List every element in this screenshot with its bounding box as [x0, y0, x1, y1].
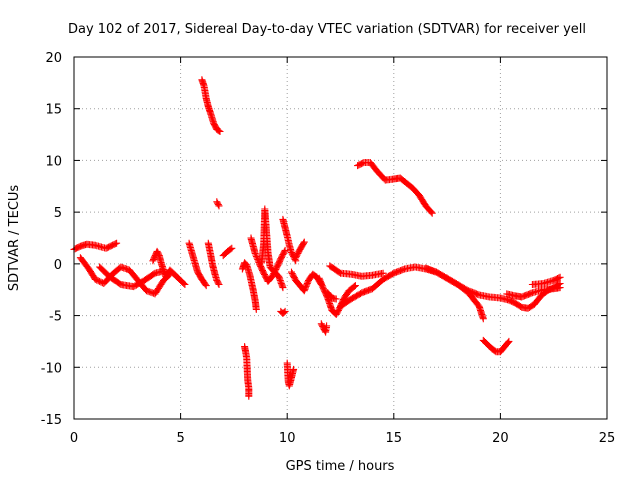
data-point [215, 281, 223, 288]
data-point [301, 285, 309, 293]
data-points [70, 76, 564, 400]
x-tick-label: 15 [386, 431, 403, 446]
data-point [303, 281, 311, 289]
data-point [214, 201, 222, 209]
data-point [316, 277, 324, 285]
data-point [252, 251, 260, 259]
data-point [302, 282, 310, 290]
y-tick-label: -5 [49, 310, 62, 325]
data-point [113, 239, 121, 247]
axis-ticks [73, 56, 608, 420]
data-point [281, 307, 289, 315]
data-point [276, 275, 284, 283]
data-point [556, 284, 564, 292]
data-point [556, 273, 564, 281]
plot-frame [73, 56, 608, 420]
data-point [318, 282, 326, 290]
data-point [302, 284, 309, 292]
data-point [227, 245, 235, 253]
data-point [379, 269, 387, 277]
chart-title: Day 102 of 2017, Sidereal Day-to-day VTE… [68, 22, 586, 37]
data-point [281, 246, 289, 254]
data-point [91, 275, 99, 283]
data-point [300, 239, 307, 247]
data-point [214, 279, 222, 287]
data-point [280, 248, 288, 256]
data-point [479, 315, 487, 323]
data-point [93, 276, 101, 284]
data-point [504, 339, 512, 346]
data-point [317, 279, 325, 287]
x-tick-label: 0 [70, 431, 78, 446]
x-tick-labels: 0 5 10 15 20 25 [70, 431, 615, 446]
data-point [215, 202, 223, 210]
y-tick-label: -10 [41, 361, 62, 376]
data-point [252, 253, 260, 260]
y-tick-label: 15 [45, 103, 62, 118]
data-point [201, 280, 209, 288]
x-tick-label: 20 [492, 431, 509, 446]
data-point [359, 159, 367, 167]
data-point [291, 255, 299, 263]
data-point [351, 282, 359, 290]
data-point [228, 244, 236, 252]
data-point [181, 281, 189, 288]
y-tick-label: 20 [45, 51, 62, 66]
y-tick-label: 5 [54, 206, 62, 221]
data-point [202, 282, 210, 290]
data-point [318, 280, 326, 288]
data-point [555, 274, 563, 282]
data-point [315, 274, 323, 282]
data-point [323, 322, 331, 330]
data-point [216, 128, 224, 135]
data-point [316, 276, 324, 284]
data-point [111, 240, 119, 248]
data-point [303, 279, 311, 287]
data-point [300, 287, 308, 295]
data-point [505, 337, 513, 345]
data-point [290, 365, 298, 373]
y-axis-label: SDTVAR / TECUs [7, 185, 22, 292]
data-point [252, 305, 260, 313]
data-point [427, 208, 435, 216]
data-point [428, 209, 436, 217]
x-tick-label: 5 [176, 431, 184, 446]
y-tick-label: 10 [45, 154, 62, 169]
y-tick-labels: 20 15 10 5 0 -5 -10 -15 [41, 51, 62, 428]
data-point [215, 127, 223, 135]
data-point [180, 280, 188, 287]
data-point [245, 392, 253, 400]
data-point [300, 238, 308, 246]
data-point [251, 250, 259, 257]
x-tick-label: 10 [279, 431, 296, 446]
x-tick-label: 25 [599, 431, 616, 446]
data-point [350, 282, 358, 290]
x-axis-label: GPS time / hours [286, 459, 395, 474]
y-tick-label: -15 [41, 413, 62, 428]
data-point [280, 309, 288, 316]
data-point [279, 284, 287, 292]
data-point [332, 295, 340, 303]
y-tick-label: 0 [54, 258, 62, 273]
